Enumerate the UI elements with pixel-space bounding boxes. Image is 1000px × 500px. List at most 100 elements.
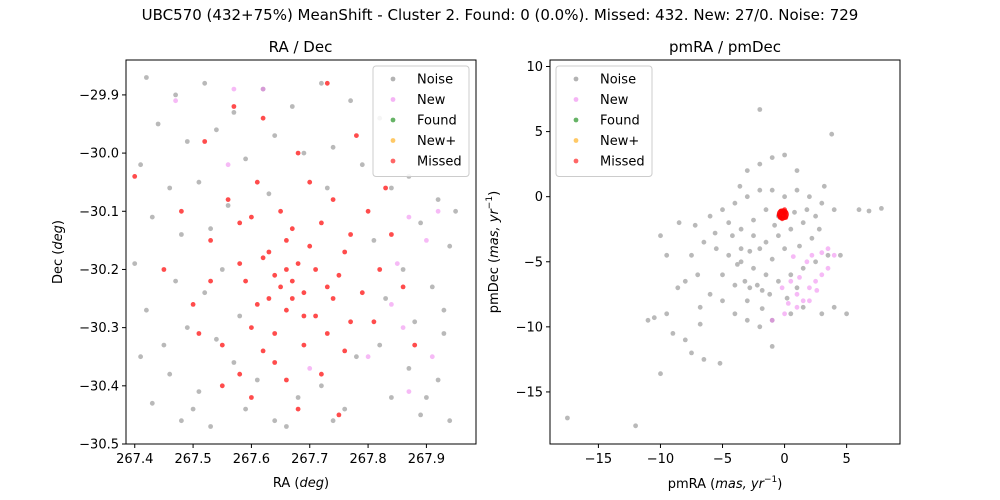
legend-marker-missed (573, 158, 579, 164)
point-noise (782, 194, 787, 200)
point-noise (856, 207, 862, 213)
point-missed (266, 296, 272, 301)
point-noise (202, 80, 208, 86)
y-tick-label: −30.4 (79, 379, 119, 394)
point-noise (747, 285, 753, 291)
point-missed (377, 267, 383, 272)
point-noise (202, 290, 208, 296)
y-tick-label: −30.2 (79, 263, 119, 278)
point-noise (348, 98, 353, 104)
point-noise (266, 191, 272, 197)
point-missed (208, 278, 214, 284)
legend-label: Found (600, 114, 640, 129)
point-noise (254, 377, 260, 383)
point-new (394, 261, 400, 266)
point-missed (289, 226, 295, 232)
point-noise (800, 265, 806, 271)
point-noise (301, 150, 307, 156)
point-new (400, 325, 406, 330)
point-noise (732, 282, 738, 288)
point-noise (330, 418, 336, 424)
y-tick-label: −10 (516, 320, 543, 335)
ra-dec-legend: Noise New Found New+ Missed (372, 65, 470, 177)
point-missed (301, 313, 307, 319)
point-new (365, 354, 371, 360)
point-noise (800, 304, 806, 310)
point-noise (701, 239, 707, 245)
point-noise (406, 366, 412, 371)
point-noise (651, 315, 657, 321)
ra-dec-panel: RA / Dec 267.4 267.5 267.6 267.7 267.8 267.9 … (51, 38, 477, 491)
point-noise (231, 360, 237, 365)
point-noise (720, 272, 725, 278)
point-missed (249, 325, 254, 330)
point-noise (744, 194, 750, 200)
point-noise (757, 246, 763, 252)
point-noise (720, 298, 725, 304)
point-noise (730, 233, 735, 239)
legend-marker-new (573, 97, 579, 102)
point-new (790, 254, 796, 259)
point-noise (794, 187, 800, 193)
point-noise (676, 220, 682, 226)
point-missed (359, 290, 365, 296)
point-noise (763, 272, 769, 278)
ra-dec-points (132, 75, 458, 429)
point-noise (757, 187, 763, 193)
point-new (406, 389, 412, 394)
y-tick-label: −30.3 (79, 321, 119, 336)
point-noise (794, 168, 800, 174)
x-tick-label: 0 (780, 452, 788, 467)
y-tick-label: 0 (535, 190, 543, 205)
point-noise (732, 311, 738, 317)
point-missed (301, 290, 307, 296)
point-noise (712, 230, 718, 236)
point-noise (412, 319, 418, 325)
point-noise (794, 285, 800, 291)
point-noise (138, 162, 144, 168)
point-missed (161, 267, 167, 272)
point-missed (336, 272, 342, 278)
point-noise (769, 256, 775, 262)
point-missed (231, 104, 237, 109)
point-missed (260, 115, 266, 121)
point-missed (324, 80, 330, 86)
ra-dec-ylabel: Dec (deg) (51, 220, 66, 284)
point-missed (278, 284, 283, 290)
point-noise (809, 235, 815, 241)
point-noise (418, 220, 423, 226)
point-noise (447, 418, 453, 424)
point-noise (664, 311, 670, 317)
point-noise (804, 207, 810, 213)
legend-label: Noise (600, 73, 636, 88)
point-missed (289, 296, 295, 301)
point-missed (249, 214, 254, 220)
point-noise (418, 412, 423, 418)
legend-marker-new-plus (573, 138, 579, 143)
point-noise (214, 336, 219, 342)
point-noise (289, 104, 295, 109)
point-noise (821, 183, 827, 189)
point-noise (371, 238, 377, 243)
point-noise (682, 337, 688, 343)
point-noise (400, 267, 406, 272)
point-noise (272, 418, 278, 424)
point-noise (675, 285, 681, 291)
point-missed (266, 249, 272, 255)
point-noise (214, 127, 219, 133)
point-missed (254, 302, 260, 307)
point-new (797, 275, 802, 280)
pm-points (565, 107, 884, 429)
point-noise (225, 203, 231, 208)
y-tick-label: −30.0 (79, 147, 119, 162)
x-tick-label: 267.6 (233, 452, 270, 467)
point-missed (307, 243, 313, 249)
ra-dec-y-ticks: −29.9 −30.0 −30.1 −30.2 −30.3 −30.4 −30.5 (79, 88, 126, 453)
point-missed (295, 150, 301, 156)
point-new (807, 285, 812, 291)
point-noise (429, 284, 435, 290)
point-noise (295, 395, 301, 400)
x-tick-label: −15 (585, 452, 612, 467)
point-noise (763, 239, 769, 245)
point-noise (800, 220, 806, 226)
